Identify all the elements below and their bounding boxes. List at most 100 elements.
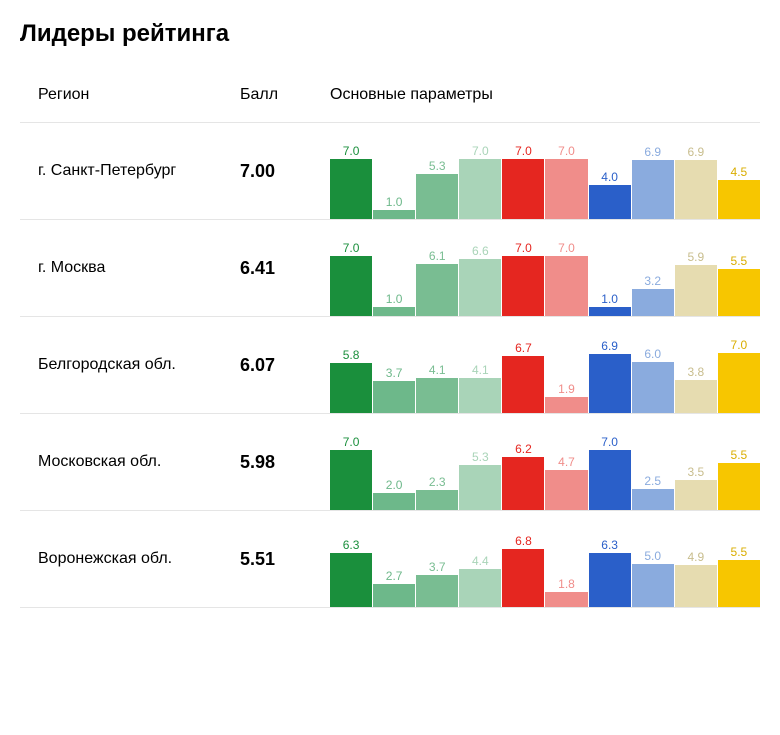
bar-wrap: 5.5	[718, 432, 760, 510]
bar-wrap: 3.7	[416, 529, 458, 607]
bar	[718, 353, 760, 413]
bar-wrap: 4.5	[718, 141, 760, 219]
bar	[718, 180, 760, 219]
bar-wrap: 6.6	[459, 238, 501, 316]
bar-label: 4.1	[459, 364, 501, 376]
bar	[373, 381, 415, 413]
bar-label: 1.0	[589, 293, 631, 305]
bar-wrap: 2.3	[416, 432, 458, 510]
bar-wrap: 5.5	[718, 238, 760, 316]
bar-label: 7.0	[502, 145, 544, 157]
bar-wrap: 7.0	[502, 141, 544, 219]
bar	[459, 569, 501, 607]
bar-wrap: 7.0	[330, 238, 372, 316]
bar-wrap: 5.3	[459, 432, 501, 510]
bar	[545, 592, 587, 607]
bar	[675, 160, 717, 219]
bar	[545, 159, 587, 219]
bar	[718, 269, 760, 316]
bar	[373, 584, 415, 607]
bar	[502, 457, 544, 510]
bar-label: 1.8	[545, 578, 587, 590]
region-name: г. Москва	[20, 259, 240, 295]
bar-wrap: 5.0	[632, 529, 674, 607]
params-chart: 6.32.73.74.46.81.86.35.04.95.5	[330, 529, 760, 607]
bar-wrap: 7.0	[330, 141, 372, 219]
bar-wrap: 5.9	[675, 238, 717, 316]
score-value: 6.41	[240, 258, 330, 297]
bar-label: 2.0	[373, 479, 415, 491]
bar-chart: 5.83.74.14.16.71.96.96.03.87.0	[330, 335, 760, 413]
bar-wrap: 4.1	[459, 335, 501, 413]
bar	[373, 210, 415, 219]
bar-wrap: 1.0	[373, 141, 415, 219]
bar-label: 3.5	[675, 466, 717, 478]
bar-label: 3.7	[373, 367, 415, 379]
bar-label: 6.9	[675, 146, 717, 158]
bar-wrap: 6.9	[632, 141, 674, 219]
bar	[675, 265, 717, 316]
bar-wrap: 4.4	[459, 529, 501, 607]
table-row: Воронежская обл.5.516.32.73.74.46.81.86.…	[20, 511, 760, 608]
bar	[675, 565, 717, 607]
bar-wrap: 3.5	[675, 432, 717, 510]
bar-wrap: 4.9	[675, 529, 717, 607]
region-name: Белгородская обл.	[20, 356, 240, 392]
bar	[416, 264, 458, 316]
bar-label: 3.7	[416, 561, 458, 573]
bar-label: 7.0	[589, 436, 631, 448]
region-name: Воронежская обл.	[20, 550, 240, 586]
bar-label: 6.1	[416, 250, 458, 262]
bar	[718, 560, 760, 607]
bar	[545, 470, 587, 510]
bar-wrap: 7.0	[330, 432, 372, 510]
bar-wrap: 1.0	[589, 238, 631, 316]
bar	[416, 174, 458, 219]
bar-wrap: 1.0	[373, 238, 415, 316]
bar	[416, 490, 458, 510]
bar-label: 6.3	[330, 539, 372, 551]
bar-label: 6.2	[502, 443, 544, 455]
score-value: 7.00	[240, 161, 330, 200]
bar-wrap: 5.8	[330, 335, 372, 413]
bar-label: 7.0	[330, 436, 372, 448]
bar-label: 7.0	[502, 242, 544, 254]
bar	[632, 289, 674, 316]
bar-chart: 7.01.06.16.67.07.01.03.25.95.5	[330, 238, 760, 316]
bar-wrap: 6.7	[502, 335, 544, 413]
bar-wrap: 7.0	[589, 432, 631, 510]
bar-label: 6.7	[502, 342, 544, 354]
table-row: г. Москва6.417.01.06.16.67.07.01.03.25.9…	[20, 220, 760, 317]
bar-label: 4.0	[589, 171, 631, 183]
bar-wrap: 2.0	[373, 432, 415, 510]
bar-chart: 7.01.05.37.07.07.04.06.96.94.5	[330, 141, 760, 219]
bar	[502, 159, 544, 219]
bar-wrap: 1.8	[545, 529, 587, 607]
bar	[373, 307, 415, 316]
table-header-row: Регион Балл Основные параметры	[20, 68, 760, 123]
bar-wrap: 6.3	[330, 529, 372, 607]
bar	[373, 493, 415, 510]
bar	[589, 450, 631, 510]
params-chart: 7.01.05.37.07.07.04.06.96.94.5	[330, 141, 760, 219]
score-value: 6.07	[240, 355, 330, 394]
bar	[416, 378, 458, 413]
bar	[459, 159, 501, 219]
bar-wrap: 7.0	[718, 335, 760, 413]
bar	[632, 362, 674, 413]
bar-label: 7.0	[545, 242, 587, 254]
header-params: Основные параметры	[330, 86, 760, 104]
bar-label: 6.9	[632, 146, 674, 158]
region-name: Московская обл.	[20, 453, 240, 489]
bar-wrap: 2.5	[632, 432, 674, 510]
bar-wrap: 7.0	[502, 238, 544, 316]
bar-label: 4.4	[459, 555, 501, 567]
bar-wrap: 7.0	[545, 238, 587, 316]
bar-wrap: 7.0	[459, 141, 501, 219]
bar-label: 7.0	[718, 339, 760, 351]
bar-wrap: 1.9	[545, 335, 587, 413]
bar	[502, 549, 544, 607]
bar	[330, 363, 372, 413]
bar	[589, 307, 631, 316]
bar-label: 3.2	[632, 275, 674, 287]
